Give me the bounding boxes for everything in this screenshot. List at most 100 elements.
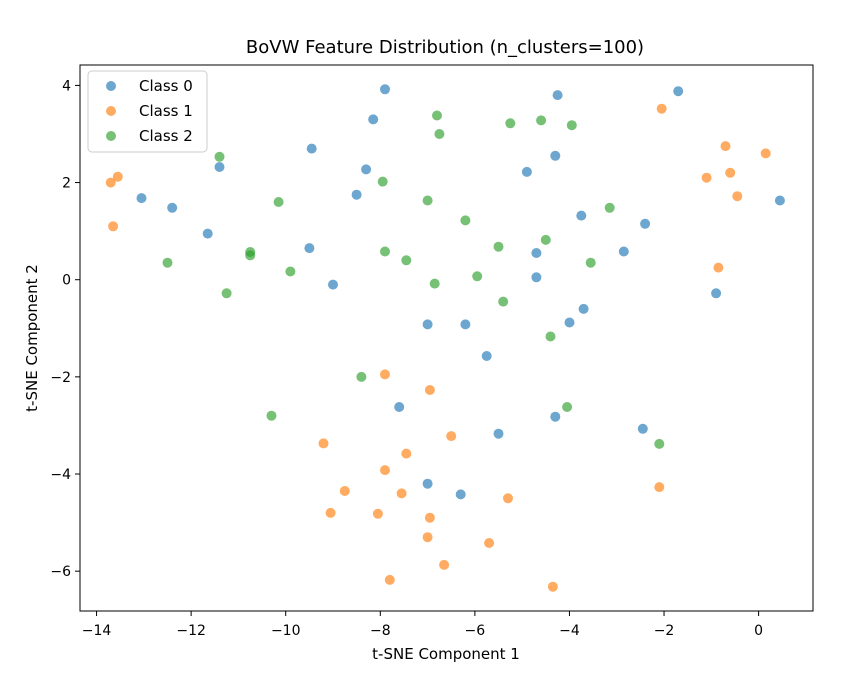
data-point (505, 118, 516, 129)
data-point (328, 279, 338, 290)
data-point (394, 402, 405, 412)
data-point (396, 488, 407, 499)
data-point (422, 319, 433, 330)
x-tick-label: −10 (271, 623, 301, 639)
data-point (774, 195, 785, 206)
data-point (585, 257, 596, 268)
data-point (273, 197, 284, 207)
legend-marker (106, 81, 116, 91)
data-point (760, 148, 771, 159)
data-point (108, 221, 119, 232)
data-point (545, 331, 556, 342)
data-point (654, 438, 665, 449)
y-tick-label: 0 (62, 273, 71, 289)
data-point (306, 143, 317, 154)
x-tick-label: −12 (176, 623, 206, 639)
data-point (503, 493, 513, 504)
x-axis-title: t-SNE Component 1 (372, 645, 520, 663)
data-point (422, 195, 433, 206)
data-point (304, 243, 315, 254)
data-point (384, 574, 395, 585)
data-point (339, 486, 350, 496)
data-point (202, 228, 213, 239)
legend-label: Class 0 (139, 77, 193, 95)
y-axis-title: t-SNE Component 2 (23, 264, 41, 412)
x-tick-label: −14 (82, 623, 112, 639)
legend-label: Class 1 (139, 102, 193, 120)
data-point (112, 171, 123, 182)
data-point (221, 288, 232, 299)
data-point (531, 248, 542, 258)
data-point (493, 241, 504, 252)
data-point (701, 172, 712, 183)
data-point (285, 266, 296, 277)
legend: Class 0 Class 1 Class 2 (87, 70, 208, 153)
data-point (325, 507, 336, 518)
y-tick-label: −4 (50, 467, 71, 483)
data-point (654, 482, 665, 493)
data-point (493, 428, 504, 439)
data-point (432, 110, 442, 121)
data-point (550, 411, 561, 422)
legend-frame (87, 70, 208, 153)
data-point (318, 438, 329, 449)
data-point (498, 296, 509, 307)
data-point (380, 84, 390, 95)
y-tick-label: 2 (62, 176, 71, 192)
data-point (637, 423, 648, 434)
data-point (562, 402, 573, 412)
data-point (245, 250, 256, 261)
y-axis: −6 −4 −2 0 2 4 (50, 78, 80, 580)
data-point (361, 164, 372, 175)
data-point (604, 202, 615, 213)
data-point (351, 189, 362, 200)
data-point (713, 262, 724, 273)
data-point (422, 532, 433, 543)
x-axis: −14 −12 −10 −8 −6 −4 −2 0 (82, 611, 763, 639)
data-point (720, 141, 731, 152)
data-point (401, 255, 412, 266)
data-point (673, 86, 684, 97)
y-tick-label: 4 (62, 78, 71, 94)
data-point (380, 465, 390, 476)
x-tick-label: −4 (559, 623, 580, 639)
y-tick-label: −6 (50, 564, 71, 580)
x-tick-label: −8 (370, 623, 391, 639)
series-class-1 (105, 103, 771, 592)
data-point (536, 115, 547, 126)
data-point (455, 489, 466, 500)
data-point (266, 410, 277, 421)
series-class-0 (136, 84, 785, 500)
data-point (566, 120, 577, 131)
y-tick-label: −2 (50, 370, 71, 386)
data-point (434, 129, 445, 139)
data-point (732, 191, 743, 202)
data-point (552, 90, 563, 101)
data-point (460, 319, 471, 330)
plot-frame (79, 64, 814, 612)
data-point (550, 150, 561, 161)
data-point (424, 385, 435, 395)
data-point (564, 317, 575, 328)
data-point (521, 166, 532, 177)
data-point (214, 151, 225, 162)
data-point (380, 246, 390, 257)
data-point (472, 271, 483, 282)
data-point (460, 215, 471, 226)
data-point (547, 581, 558, 592)
legend-marker (106, 131, 116, 141)
data-point (368, 114, 379, 125)
data-point (372, 508, 383, 519)
data-point (162, 257, 173, 268)
data-point (618, 246, 629, 257)
data-point (446, 431, 457, 442)
data-point (356, 371, 367, 382)
data-point (640, 218, 651, 229)
data-point (429, 278, 440, 289)
x-tick-label: −6 (465, 623, 486, 639)
data-point (725, 167, 736, 178)
data-point (481, 351, 492, 361)
data-point (439, 559, 450, 570)
data-point (656, 103, 667, 114)
